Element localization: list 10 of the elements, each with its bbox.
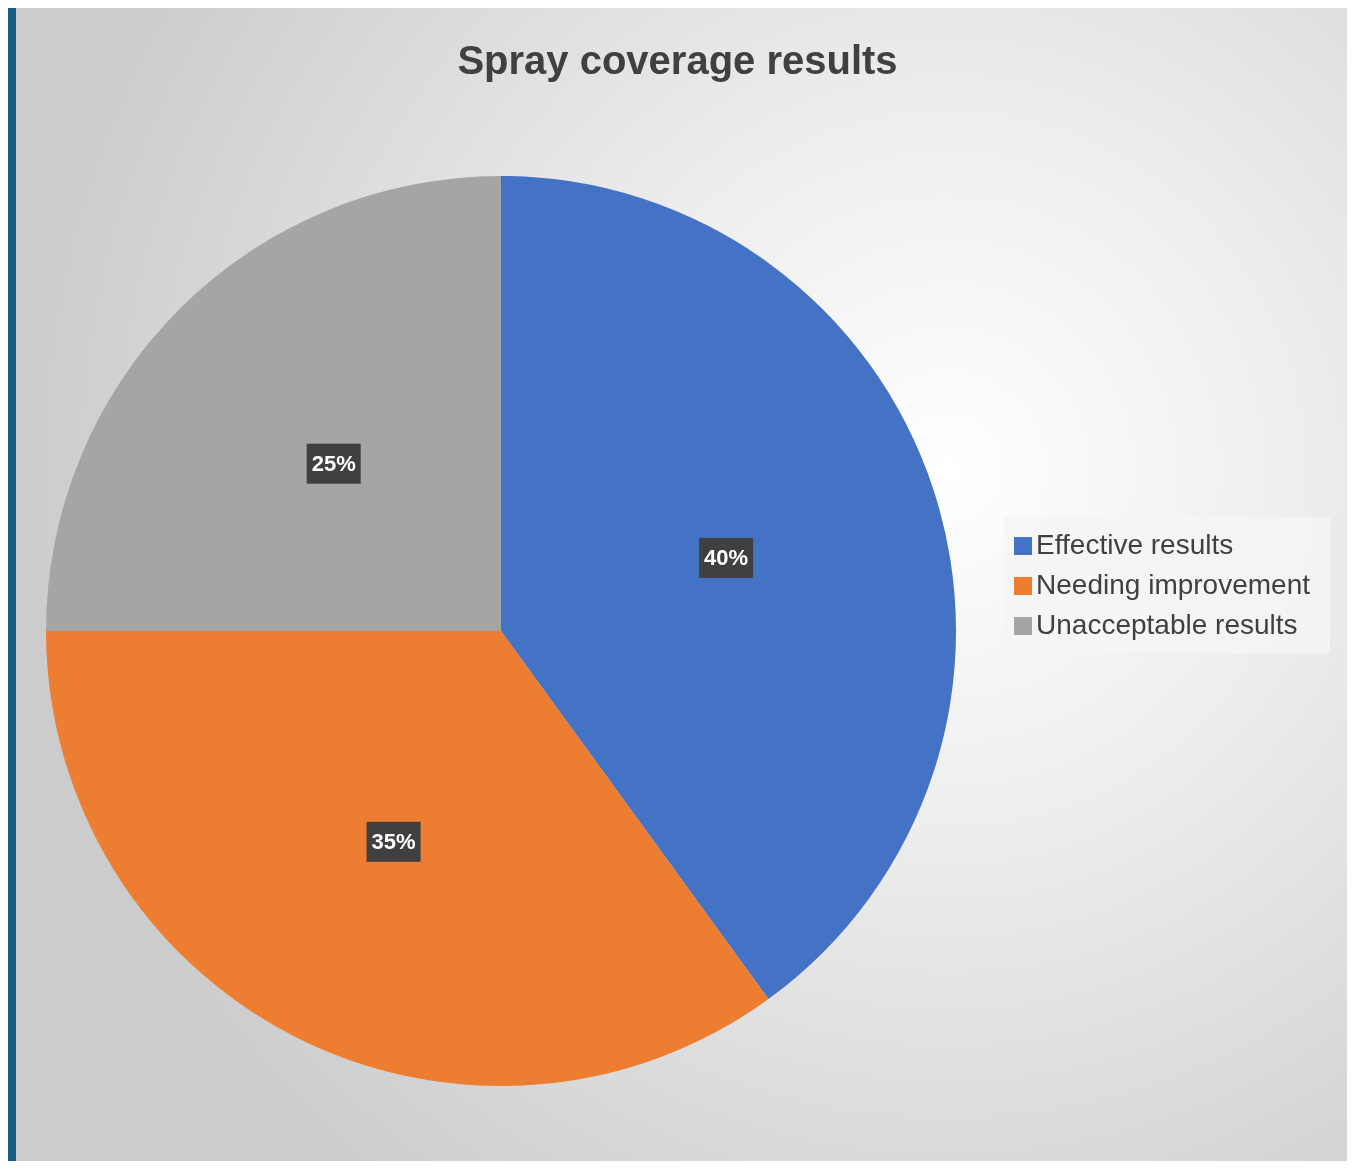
pie-slice bbox=[501, 176, 956, 1000]
data-label: 40% bbox=[704, 545, 749, 571]
pie-slice bbox=[46, 631, 769, 1086]
data-label: 25% bbox=[311, 451, 356, 477]
legend-label: Needing improvement bbox=[1036, 568, 1310, 600]
chart-title: Spray coverage results bbox=[456, 38, 899, 83]
legend-label: Unacceptable results bbox=[1036, 608, 1298, 640]
pie-slice bbox=[46, 176, 501, 631]
data-label: 35% bbox=[371, 829, 416, 855]
legend-label: Effective results bbox=[1036, 528, 1234, 560]
